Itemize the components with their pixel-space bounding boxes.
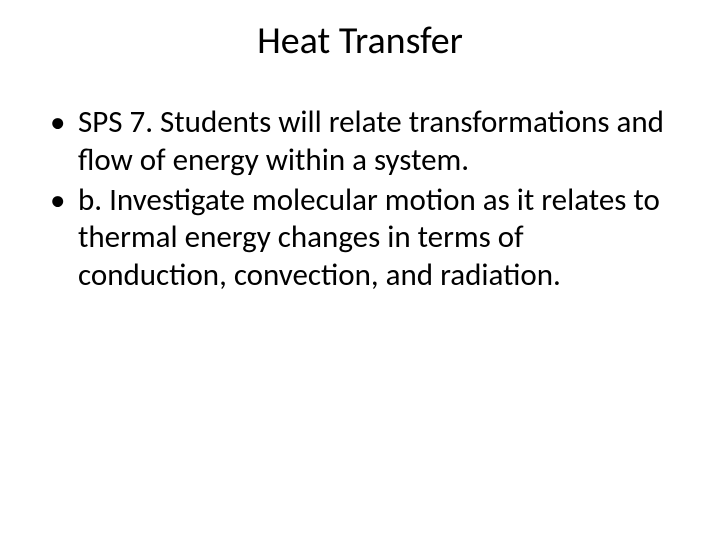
slide: Heat Transfer SPS 7. Students will relat… [0, 0, 720, 540]
slide-body: SPS 7. Students will relate transformati… [50, 104, 670, 295]
list-item: b. Investigate molecular motion as it re… [50, 182, 670, 295]
bullet-list: SPS 7. Students will relate transformati… [50, 104, 670, 295]
slide-title: Heat Transfer [50, 18, 670, 64]
list-item: SPS 7. Students will relate transformati… [50, 104, 670, 180]
